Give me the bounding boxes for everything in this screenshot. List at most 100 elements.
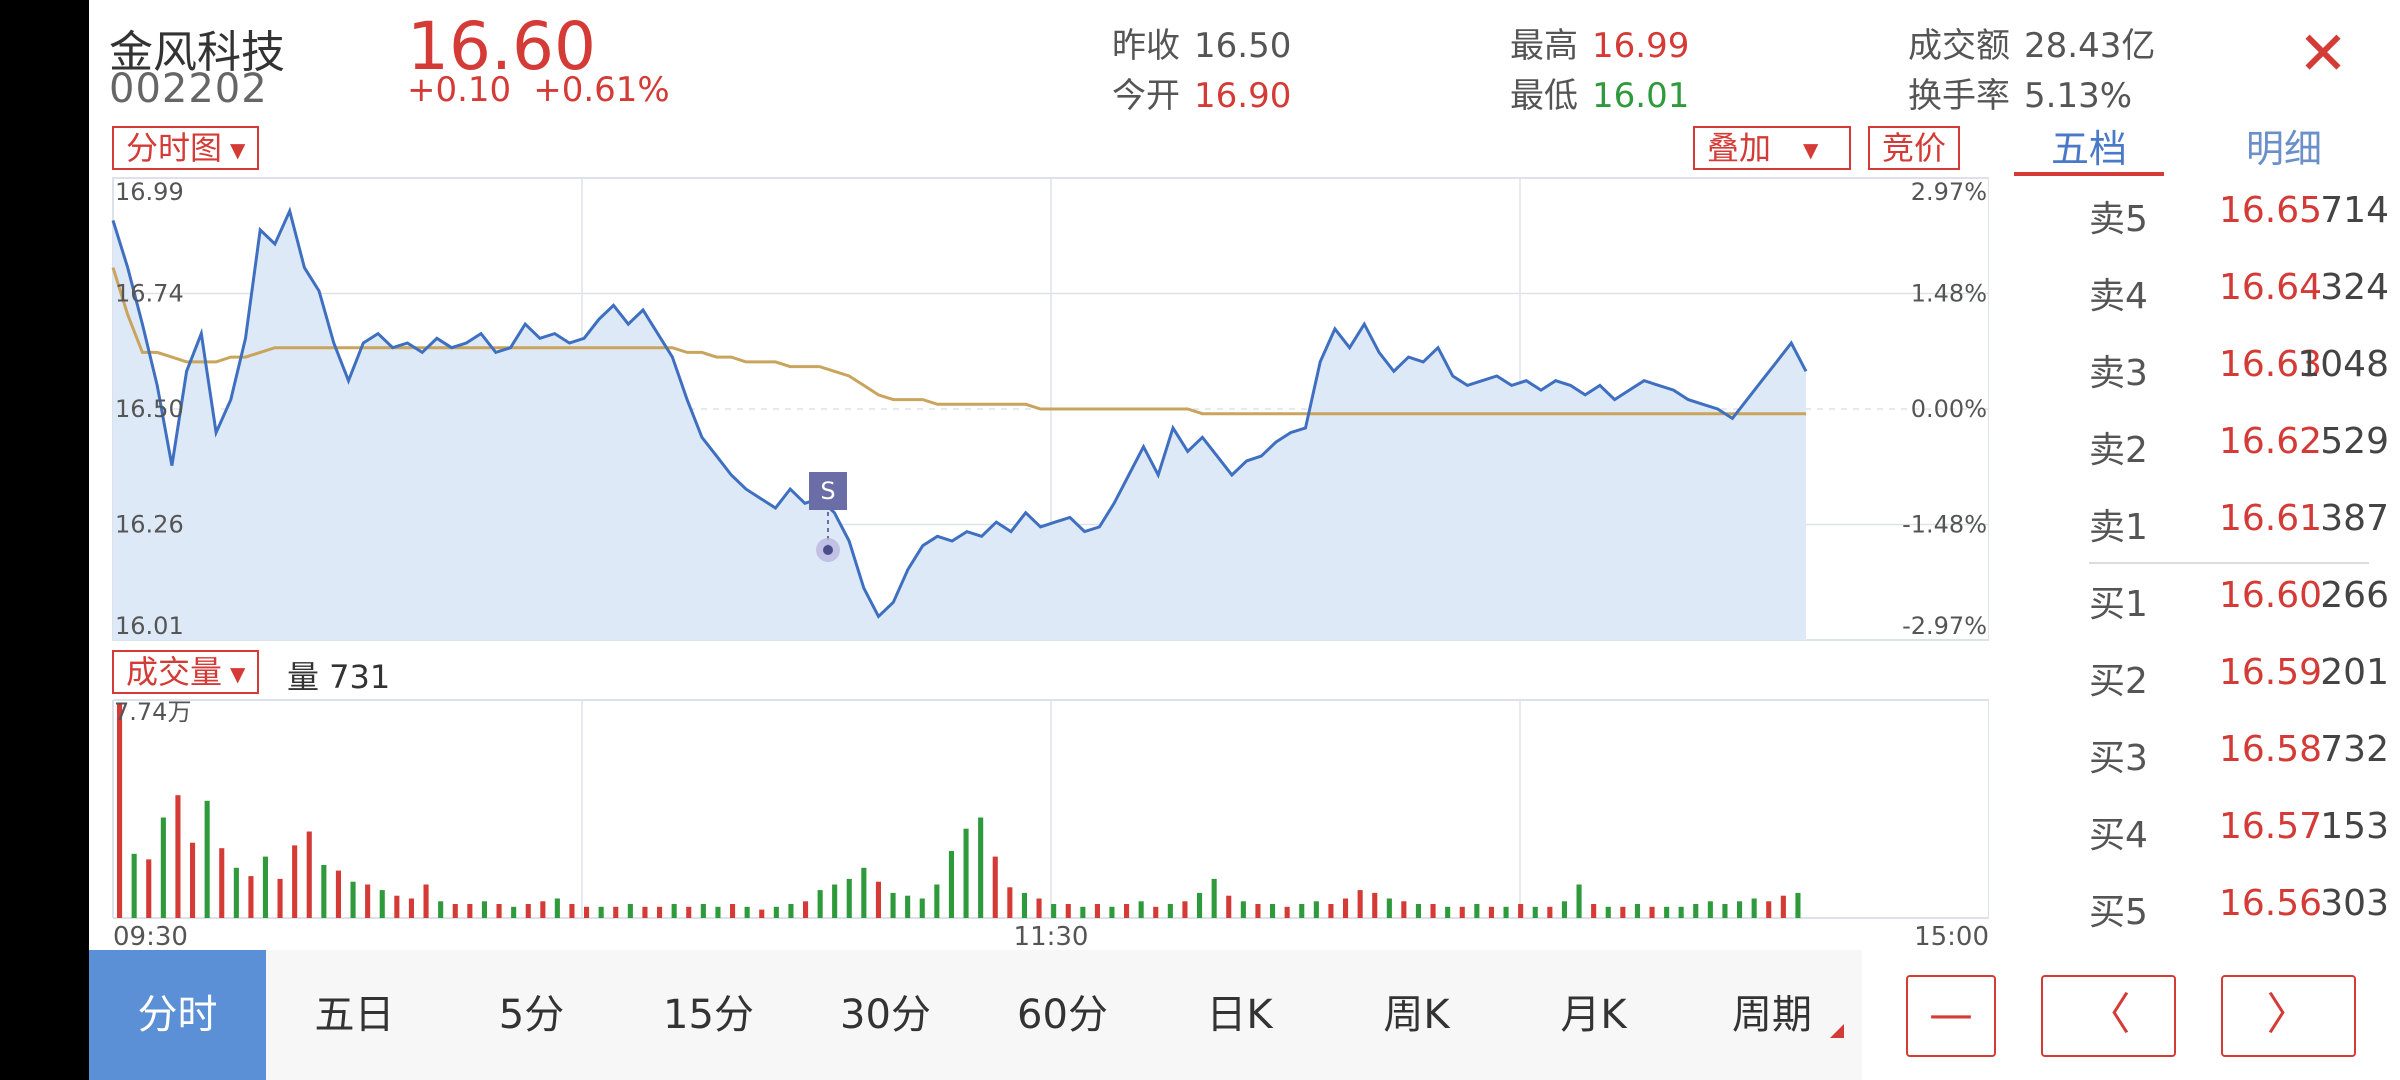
volume-bar (992, 856, 998, 918)
volume-bar (175, 795, 181, 918)
volume-bar (365, 884, 371, 918)
bid-volume: 303 (2320, 883, 2389, 924)
period-30min[interactable]: 30分 (840, 992, 931, 1038)
period-five-day[interactable]: 五日 (314, 992, 395, 1038)
volume-bar (1634, 904, 1640, 918)
change-percent: +0.61% (533, 70, 670, 110)
volume-bar (1401, 901, 1407, 918)
x-axis-labels: 09:30 11:30 15:00 (113, 922, 1989, 952)
bid-row-4[interactable]: 买4 16.57 153 (2089, 806, 2389, 883)
ask-row-1[interactable]: 卖1 16.61 387 (2089, 498, 2389, 575)
volume-bar (438, 901, 444, 918)
bid-price: 16.56 (2219, 883, 2323, 924)
volume-bar (1459, 906, 1465, 918)
chart-type-label: 分时图 (126, 129, 223, 167)
ask-row-4[interactable]: 卖4 16.64 324 (2089, 267, 2389, 344)
zoom-out-button[interactable]: — (1906, 975, 1996, 1057)
turnover: 成交额 28.43亿 (1908, 18, 2155, 67)
volume-bar (744, 906, 750, 918)
volume-bar (963, 828, 969, 918)
volume-bar (190, 842, 196, 918)
period-5min[interactable]: 5分 (498, 992, 565, 1038)
chart-type-dropdown[interactable]: 分时图 ▼ (112, 126, 260, 170)
volume-bar (730, 904, 736, 918)
auction-label: 竞价 (1882, 129, 1947, 167)
volume-bar (832, 884, 838, 918)
previous-button[interactable]: 〈 (2041, 975, 2176, 1057)
period-daily-k[interactable]: 日K (1206, 992, 1273, 1038)
auction-button[interactable]: 竞价 (1868, 126, 1961, 170)
period-weekly-k[interactable]: 周K (1383, 992, 1450, 1038)
volume-bar (817, 890, 823, 918)
ask-row-2[interactable]: 卖2 16.62 529 (2089, 421, 2389, 498)
volume-bar (905, 895, 911, 918)
volume-bar (1255, 904, 1261, 918)
volume-bar (1605, 906, 1611, 918)
volume-bar (219, 848, 225, 918)
bid-volume: 153 (2320, 806, 2389, 847)
y-axis-right-labels: 2.97% 1.48% 0.00% -1.48% -2.97% (1902, 178, 1987, 640)
bid-label: 买4 (2089, 815, 2148, 856)
volume-bar (1153, 906, 1159, 918)
bid-row-3[interactable]: 买3 16.58 732 (2089, 729, 2389, 806)
ask-row-3[interactable]: 卖3 16.63 1048 (2089, 344, 2389, 421)
open-label: 今开 (1112, 76, 1180, 116)
order-book-divider (2089, 562, 2369, 564)
volume-bar (671, 904, 677, 918)
volume-bar (773, 906, 779, 918)
close-icon: ✕ (2297, 19, 2349, 89)
volume-bar (1547, 906, 1553, 918)
volume-bar (1051, 904, 1057, 918)
volume-bar (875, 881, 881, 918)
volume-bar (788, 904, 794, 918)
ask-volume: 324 (2320, 267, 2389, 308)
close-button[interactable]: ✕ (2295, 24, 2351, 84)
volume-bar (890, 892, 896, 918)
high-price: 最高 16.99 (1510, 18, 1689, 67)
volume-bar (1124, 904, 1130, 918)
low-value: 16.01 (1592, 76, 1690, 116)
ask-row-5[interactable]: 卖5 16.65 714 (2089, 190, 2389, 267)
y-tick-label-right: -2.97% (1902, 612, 1987, 640)
bid-row-5[interactable]: 买5 16.56 303 (2089, 883, 2389, 960)
period-more[interactable]: 周期 (1682, 950, 1862, 1080)
y-tick-label-left: 16.01 (115, 612, 184, 640)
bid-row-2[interactable]: 买2 16.59 201 (2089, 652, 2389, 729)
intraday-chart[interactable]: 16.99 16.74 16.50 16.26 16.01 2.97% 1.48% 0.00… (89, 0, 1989, 960)
y-tick-label-right: 1.48% (1911, 280, 1987, 308)
volume-bar (467, 904, 473, 918)
next-button[interactable]: 〉 (2221, 975, 2356, 1057)
volume-bar (1357, 890, 1363, 918)
stock-name: 金风科技 (109, 27, 285, 78)
volume-bar (1065, 904, 1071, 918)
volume-bar (978, 817, 984, 918)
period-60min[interactable]: 60分 (1017, 992, 1108, 1038)
signal-marker[interactable]: S (809, 472, 847, 562)
chevron-right-icon: 〉 (2266, 989, 2311, 1040)
volume-indicator-dropdown[interactable]: 成交量 ▼ (112, 650, 260, 694)
volume-bar (1240, 901, 1246, 918)
volume-max-label: 7.74万 (114, 698, 191, 726)
tab-detail[interactable]: 明细 (2245, 127, 2322, 171)
period-intraday[interactable]: 分时 (89, 950, 266, 1080)
y-tick-label-left: 16.74 (115, 280, 184, 308)
volume-bar (1109, 906, 1115, 918)
volume-bar (306, 831, 312, 918)
volume-bar (613, 906, 619, 918)
period-monthly-k[interactable]: 月K (1560, 992, 1627, 1038)
period-15min[interactable]: 15分 (663, 992, 754, 1038)
overlay-dropdown[interactable]: 叠加 ▼ (1693, 126, 1851, 170)
period-more-label: 周期 (1732, 992, 1812, 1038)
signal-point (823, 545, 833, 555)
volume-bar (1386, 898, 1392, 918)
volume-bar (1445, 906, 1451, 918)
bid-row-1[interactable]: 买1 16.60 266 (2089, 575, 2389, 652)
volume-indicator-label: 成交量 (126, 653, 223, 691)
volume-bar (861, 867, 867, 918)
volume-bar (262, 856, 268, 918)
change-amount: +0.10 (407, 70, 512, 110)
high-value: 16.99 (1592, 26, 1690, 66)
volume-bar (131, 853, 137, 918)
tab-depth[interactable]: 五档 (2050, 127, 2127, 171)
low-price: 最低 16.01 (1510, 68, 1689, 117)
